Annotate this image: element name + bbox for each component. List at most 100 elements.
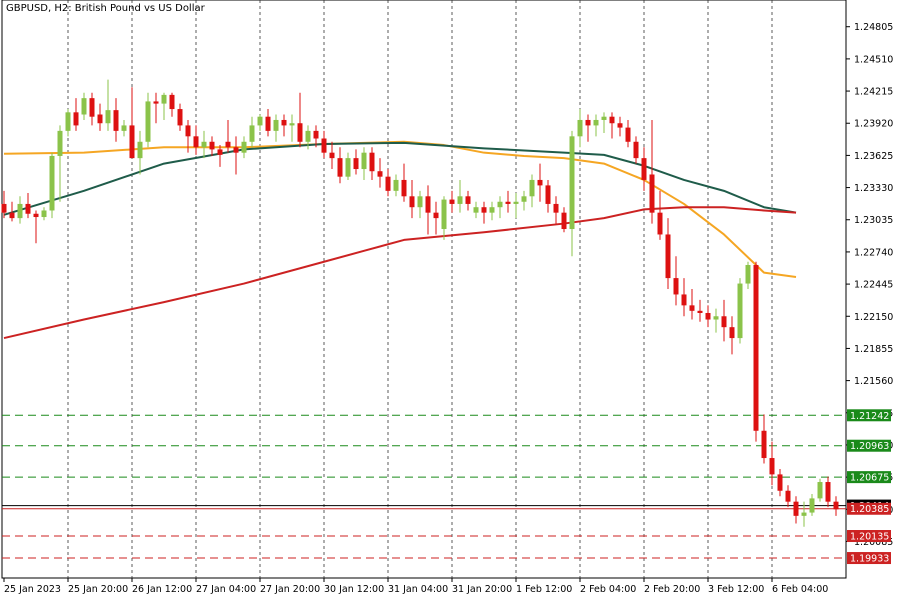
candle-body bbox=[465, 196, 471, 204]
candle-body bbox=[633, 141, 639, 159]
candle-body bbox=[721, 316, 727, 328]
candle-body bbox=[497, 201, 503, 208]
candle-body bbox=[249, 125, 255, 142]
candle-body bbox=[393, 179, 399, 191]
candle-body bbox=[745, 265, 751, 284]
candle-body bbox=[617, 123, 623, 128]
x-tick-label: 25 Jan 20:00 bbox=[68, 584, 128, 595]
candle-body bbox=[57, 130, 63, 156]
candle-body bbox=[193, 136, 199, 148]
candle-body bbox=[185, 125, 191, 137]
chart-title: GBPUSD, H2: British Pound vs US Dollar bbox=[6, 3, 205, 14]
moving-average-line bbox=[3, 141, 797, 216]
y-tick-label: 1.21855 bbox=[854, 344, 893, 355]
candle-body bbox=[833, 501, 839, 510]
candle-body bbox=[97, 114, 103, 124]
candle-body bbox=[81, 98, 87, 115]
candle-body bbox=[289, 123, 295, 126]
candle-body bbox=[817, 482, 823, 499]
candle-body bbox=[505, 201, 511, 204]
candle-body bbox=[609, 116, 615, 124]
y-tick-label: 1.24805 bbox=[854, 22, 893, 33]
candle-body bbox=[385, 176, 391, 191]
x-tick-label: 27 Jan 04:00 bbox=[196, 584, 256, 595]
candle-body bbox=[569, 136, 575, 230]
candle-body bbox=[537, 179, 543, 186]
x-tick-label: 6 Feb 04:00 bbox=[772, 584, 828, 595]
price-label-text: 1.19933 bbox=[850, 554, 889, 565]
price-label-text: 1.21242 bbox=[850, 411, 889, 422]
price-label-box bbox=[847, 530, 891, 543]
candle-body bbox=[321, 138, 327, 153]
candle-body bbox=[65, 112, 71, 131]
candle-body bbox=[777, 474, 783, 491]
candle-body bbox=[481, 207, 487, 213]
plot-frame bbox=[1, 0, 847, 579]
candle-body bbox=[761, 430, 767, 459]
candle-body bbox=[641, 158, 647, 180]
candle-body bbox=[521, 196, 527, 202]
candle-body bbox=[337, 158, 343, 177]
candle-body bbox=[153, 101, 159, 104]
candle-body bbox=[673, 278, 679, 295]
candle-body bbox=[729, 327, 735, 339]
candle-body bbox=[177, 109, 183, 126]
candle-body bbox=[137, 141, 143, 159]
x-tick-label: 30 Jan 12:00 bbox=[324, 584, 384, 595]
candle-body bbox=[9, 212, 15, 219]
candle-body bbox=[793, 501, 799, 516]
candle-body bbox=[473, 207, 479, 213]
candle-body bbox=[705, 312, 711, 320]
price-label-text: 1.20675 bbox=[850, 473, 889, 484]
price-label-box bbox=[847, 409, 891, 422]
candle-body bbox=[121, 125, 127, 131]
candle-body bbox=[753, 265, 759, 431]
candle-body bbox=[649, 174, 655, 213]
candle-body bbox=[513, 201, 519, 204]
candle-body bbox=[737, 283, 743, 339]
candle-body bbox=[689, 305, 695, 311]
candle-body bbox=[577, 119, 583, 137]
x-tick-label: 2 Feb 20:00 bbox=[644, 584, 700, 595]
candle-body bbox=[449, 199, 455, 204]
candle-body bbox=[801, 512, 807, 516]
x-tick-label: 27 Jan 20:00 bbox=[260, 584, 320, 595]
candle-body bbox=[809, 498, 815, 513]
candle-body bbox=[33, 213, 39, 218]
candle-body bbox=[25, 203, 31, 214]
candle-body bbox=[409, 196, 415, 208]
candle-body bbox=[545, 185, 551, 204]
candle-body bbox=[273, 119, 279, 131]
candle-body bbox=[377, 171, 383, 177]
x-tick-label: 1 Feb 12:00 bbox=[516, 584, 572, 595]
candle-body bbox=[825, 482, 831, 502]
candle-body bbox=[353, 158, 359, 170]
x-tick-label: 31 Jan 04:00 bbox=[388, 584, 448, 595]
candle-body bbox=[529, 179, 535, 197]
x-tick-label: 26 Jan 12:00 bbox=[132, 584, 192, 595]
candle-body bbox=[145, 101, 151, 142]
y-tick-label: 1.22740 bbox=[854, 247, 893, 258]
candle-body bbox=[241, 141, 247, 153]
candle-body bbox=[369, 152, 375, 172]
x-tick-label: 2 Feb 04:00 bbox=[580, 584, 636, 595]
candle-body bbox=[713, 316, 719, 320]
y-tick-label: 1.22445 bbox=[854, 280, 893, 291]
candle-body bbox=[657, 212, 663, 235]
candle-body bbox=[257, 116, 263, 126]
x-tick-label: 31 Jan 20:00 bbox=[452, 584, 512, 595]
candle-body bbox=[113, 110, 119, 131]
price-label-box bbox=[847, 471, 891, 484]
candle-body bbox=[41, 210, 47, 218]
candle-body bbox=[457, 196, 463, 204]
candle-body bbox=[625, 127, 631, 142]
candle-body bbox=[345, 158, 351, 177]
candle-body bbox=[105, 110, 111, 124]
candle-body bbox=[305, 130, 311, 142]
price-label-box bbox=[847, 502, 891, 515]
candle-body bbox=[209, 141, 215, 150]
candle-body bbox=[553, 203, 559, 213]
candle-body bbox=[161, 94, 167, 104]
price-label-text: 1.20135 bbox=[850, 532, 889, 543]
